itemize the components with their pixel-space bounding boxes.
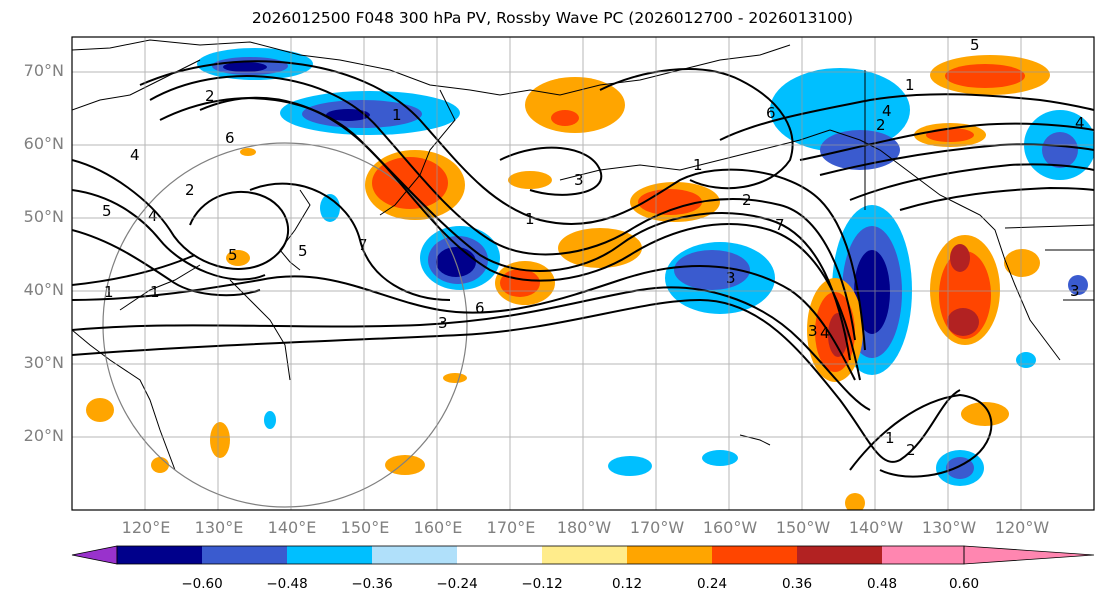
lon-label: 160°W [702, 518, 758, 537]
contour-label: 7 [358, 236, 368, 254]
colorbar-segment [712, 546, 797, 564]
lon-label: 160°E [413, 518, 463, 537]
contour-label: 5 [298, 242, 308, 260]
colorbar-tick-label: 0.24 [696, 576, 728, 592]
lon-label: 180°W [556, 518, 612, 537]
gridlines [72, 37, 1094, 510]
lon-label: 150°E [340, 518, 390, 537]
contour-label: 2 [906, 441, 916, 459]
contour-label: 2 [742, 191, 752, 209]
reference-circle [102, 142, 468, 508]
colorbar-extend-low [71, 545, 118, 565]
lat-label: 50°N [23, 207, 64, 226]
map-frame [71, 36, 1095, 511]
lon-label: 130°E [194, 518, 244, 537]
lon-label: 170°E [486, 518, 536, 537]
contour-label: 3 [574, 171, 584, 189]
contour-label: 3 [726, 269, 736, 287]
colorbar-segment [457, 546, 542, 564]
colorbar-segment [372, 546, 457, 564]
pc-contours [72, 60, 1094, 478]
colorbar-segment [542, 546, 627, 564]
contour-label: 4 [148, 207, 158, 225]
contour-label: 4 [820, 324, 830, 342]
lon-label: 120°E [121, 518, 171, 537]
colorbar-segment [202, 546, 287, 564]
colorbar-tick-label: −0.36 [351, 576, 393, 592]
colorbar-tick-label: −0.12 [521, 576, 563, 592]
contour-label: 5 [228, 246, 238, 264]
contour-label: 6 [475, 299, 485, 317]
lon-label: 130°W [921, 518, 977, 537]
map-title: 2026012500 F048 300 hPa PV, Rossby Wave … [251, 9, 854, 27]
contour-label: 4 [1075, 114, 1085, 132]
colorbar [71, 545, 1095, 565]
colorbar-tick-label: −0.24 [436, 576, 478, 592]
lon-label: 150°W [775, 518, 831, 537]
contour-label: 2 [205, 87, 215, 105]
contour-label: 7 [775, 216, 785, 234]
contour-label: 2 [185, 181, 195, 199]
lat-label: 70°N [23, 61, 64, 80]
contour-label: 5 [102, 202, 112, 220]
contour-label: 1 [693, 156, 703, 174]
contour-label: 1 [104, 283, 114, 301]
contour-label: 4 [130, 146, 140, 164]
contour-label: 5 [970, 36, 980, 54]
colorbar-segment [882, 546, 964, 564]
colorbar-tick-label: 0.48 [866, 576, 898, 592]
colorbar-tick-label: 0.60 [948, 576, 980, 592]
lat-label: 20°N [23, 426, 64, 445]
lon-label: 170°W [629, 518, 685, 537]
colorbar-segment [117, 546, 202, 564]
contour-label: 4 [882, 102, 892, 120]
colorbar-segment [797, 546, 882, 564]
contour-label: 6 [766, 104, 776, 122]
lon-label: 140°W [848, 518, 904, 537]
lon-label: 120°W [994, 518, 1050, 537]
contour-label: 3 [808, 322, 818, 340]
colorbar-tick-label: 0.36 [781, 576, 813, 592]
lat-label: 40°N [23, 280, 64, 299]
colorbar-tick-label: 0.12 [611, 576, 643, 592]
lat-label: 60°N [23, 134, 64, 153]
contour-label: 1 [525, 210, 535, 228]
contour-label: 1 [905, 76, 915, 94]
colorbar-tick-label: −0.60 [181, 576, 223, 592]
contour-label: 2 [876, 116, 886, 134]
lat-label: 30°N [23, 353, 64, 372]
contour-label: 1 [885, 429, 895, 447]
colorbar-tick-label: −0.48 [266, 576, 308, 592]
colorbar-segment [287, 546, 372, 564]
contour-label: 1 [392, 106, 402, 124]
lon-label: 140°E [267, 518, 317, 537]
colorbar-segment [627, 546, 712, 564]
contour-label: 3 [438, 314, 448, 332]
contour-label: 6 [225, 129, 235, 147]
contour-label: 1 [150, 283, 160, 301]
colorbar-extend-high [963, 545, 1095, 565]
